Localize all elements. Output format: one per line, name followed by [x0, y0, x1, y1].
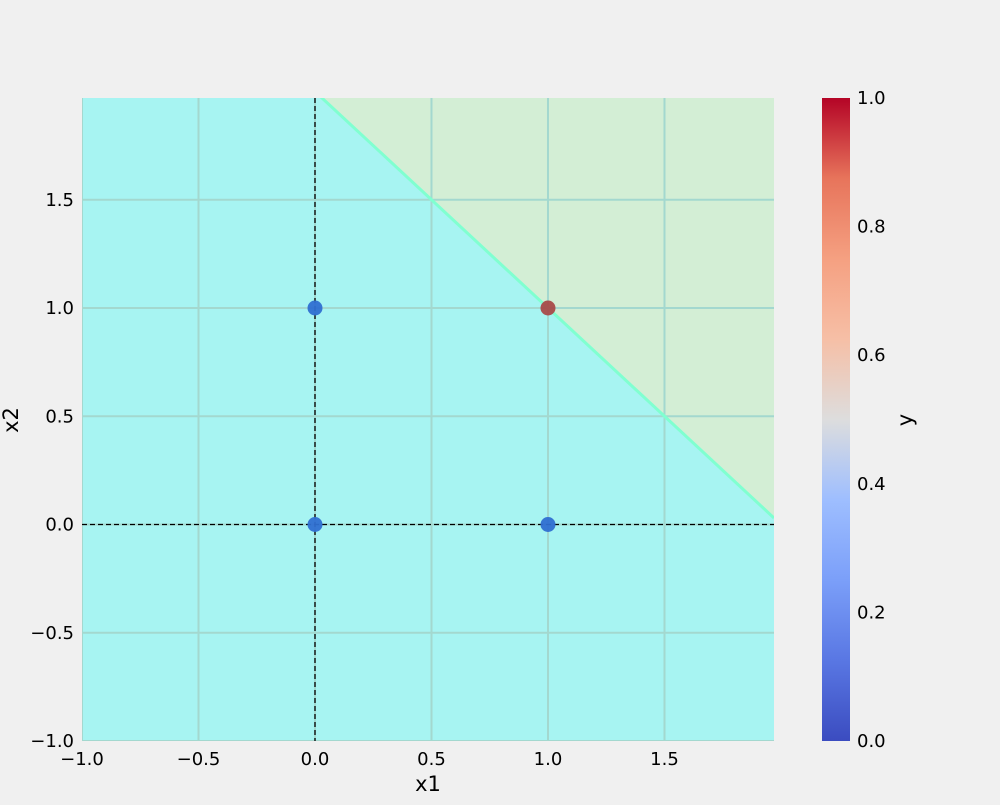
x-tick-label: 0.5	[417, 749, 446, 770]
y-tick-label: 0.5	[45, 406, 74, 427]
colorbar: 0.0 0.2 0.4 0.6 0.8 1.0 y	[822, 88, 917, 752]
x-tick-label: −1.0	[60, 749, 104, 770]
x-tick-label: −0.5	[177, 749, 221, 770]
colorbar-label: y	[893, 414, 917, 426]
plot-area	[82, 98, 774, 741]
colorbar-gradient	[822, 98, 850, 741]
colorbar-ticks: 0.0 0.2 0.4 0.6 0.8 1.0	[857, 88, 886, 752]
data-point-1	[307, 300, 323, 316]
data-point-2	[540, 517, 556, 533]
y-tick-label: 1.0	[45, 298, 74, 319]
data-point-0	[307, 517, 323, 533]
x-tick-label: 1.0	[534, 749, 563, 770]
colorbar-tick-label: 0.4	[857, 474, 886, 495]
y-tick-label: −0.5	[30, 623, 74, 644]
x-tick-label: 0.0	[301, 749, 330, 770]
x-axis-label: x1	[415, 772, 441, 796]
data-points	[307, 300, 556, 533]
y-axis-label: x2	[0, 407, 23, 433]
colorbar-tick-label: 1.0	[857, 88, 886, 109]
colorbar-tick-label: 0.0	[857, 731, 886, 752]
colorbar-tick-label: 0.2	[857, 602, 886, 623]
x-tick-label: 1.5	[650, 749, 679, 770]
x-axis-ticks: −1.0 −0.5 0.0 0.5 1.0 1.5	[60, 749, 679, 770]
y-tick-label: 0.0	[45, 515, 74, 536]
y-tick-label: −1.0	[30, 731, 74, 752]
data-point-3	[540, 300, 556, 316]
colorbar-tick-label: 0.8	[857, 217, 886, 238]
y-tick-label: 1.5	[45, 190, 74, 211]
reference-lines	[82, 98, 774, 741]
y-axis-ticks: −1.0 −0.5 0.0 0.5 1.0 1.5	[30, 190, 74, 752]
colorbar-tick-label: 0.6	[857, 345, 886, 366]
